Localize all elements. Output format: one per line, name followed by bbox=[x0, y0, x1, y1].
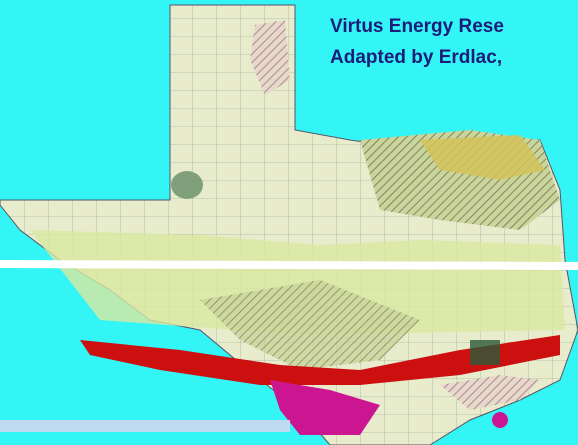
title-line: Adapted by Erdlac, bbox=[330, 47, 502, 68]
legend-strip bbox=[0, 385, 290, 432]
map: Virtus Energy Rese Adapted by Erdlac, bbox=[0, 0, 578, 445]
title-line: Virtus Energy Rese bbox=[330, 16, 504, 37]
texas-outline bbox=[0, 5, 578, 445]
